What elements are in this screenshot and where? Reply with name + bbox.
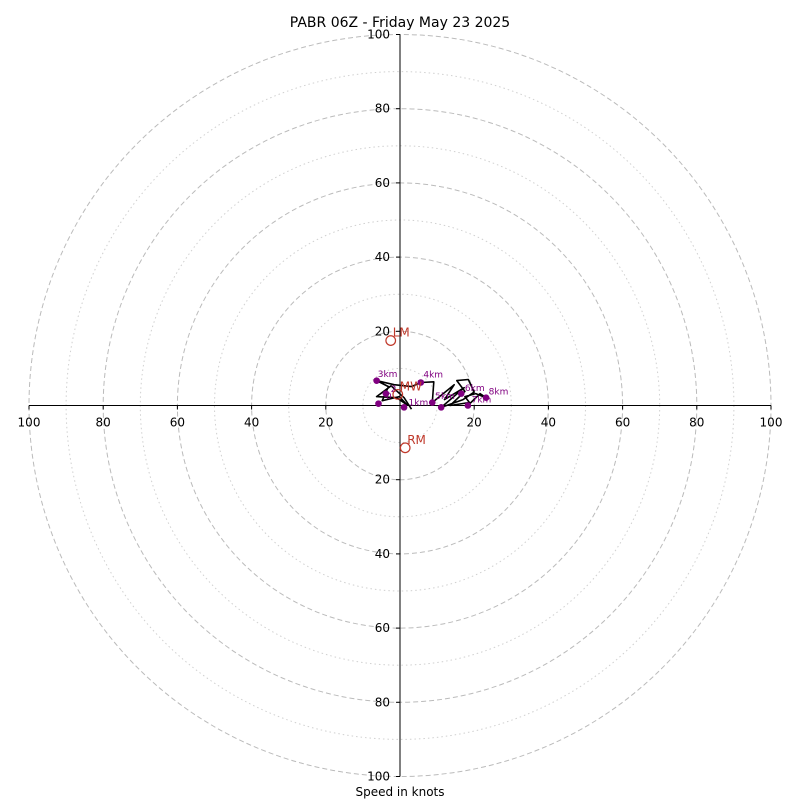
tick-label: 20 [467, 416, 482, 430]
height-label: 8km [489, 388, 509, 398]
height-label: 2 [391, 385, 397, 395]
height-label: 3km [378, 370, 398, 380]
tick-label: 20 [318, 416, 333, 430]
tick-labels: 20 20 20 40 40 40 60 60 60 80 80 80 100 100 100 100 80 60… [18, 28, 783, 784]
tick-label: 100 [18, 416, 41, 430]
height-label: 5km [435, 392, 455, 402]
storm-motion-label: MW [400, 379, 422, 393]
hodograph-trace [375, 378, 487, 410]
height-label: 0 [386, 392, 392, 402]
tick-label: 20 [375, 473, 390, 487]
chart-title: PABR 06Z - Friday May 23 2025 [290, 15, 510, 31]
height-point [428, 399, 436, 406]
storm-motion-marker [385, 335, 397, 346]
height-point [382, 390, 390, 397]
height-point [482, 394, 490, 402]
height-point [457, 390, 465, 397]
height-points [373, 377, 490, 411]
height-label: 1km [409, 399, 429, 409]
storm-motions: LM RM MW [385, 326, 426, 454]
tick-label: 40 [375, 547, 390, 561]
tick-label: 80 [375, 102, 390, 116]
tick-label: 60 [170, 416, 185, 430]
axes [29, 34, 771, 777]
tick-label: 60 [375, 176, 390, 190]
height-label: 6km [465, 384, 485, 394]
x-axis-label: Speed in knots [355, 785, 444, 799]
tick-label: 60 [615, 416, 630, 430]
wind-trace-line [375, 378, 487, 410]
height-point [400, 404, 408, 411]
storm-motion-label: RM [407, 433, 426, 447]
tick-label: 100 [760, 416, 783, 430]
tick-label: 100 [367, 28, 390, 42]
height-label: 4km [423, 371, 443, 381]
tick-label: 100 [367, 770, 390, 784]
storm-motion-marker [399, 442, 411, 454]
tick-label: 60 [375, 621, 390, 635]
tick-label: 80 [375, 695, 390, 709]
storm-motion-marker [392, 388, 404, 400]
height-point [373, 377, 380, 384]
height-point [375, 400, 382, 407]
tick-label: 80 [689, 416, 704, 430]
height-point [417, 379, 425, 386]
tick-label: 40 [541, 416, 556, 430]
tick-label: 20 [375, 324, 390, 338]
tick-label: 40 [375, 250, 390, 264]
tick-label: 80 [96, 416, 111, 430]
height-point [437, 404, 445, 411]
height-point [464, 402, 472, 409]
tick-label: 40 [244, 416, 259, 430]
storm-motion-label: LM [393, 326, 410, 340]
height-label: 7km [472, 396, 492, 406]
